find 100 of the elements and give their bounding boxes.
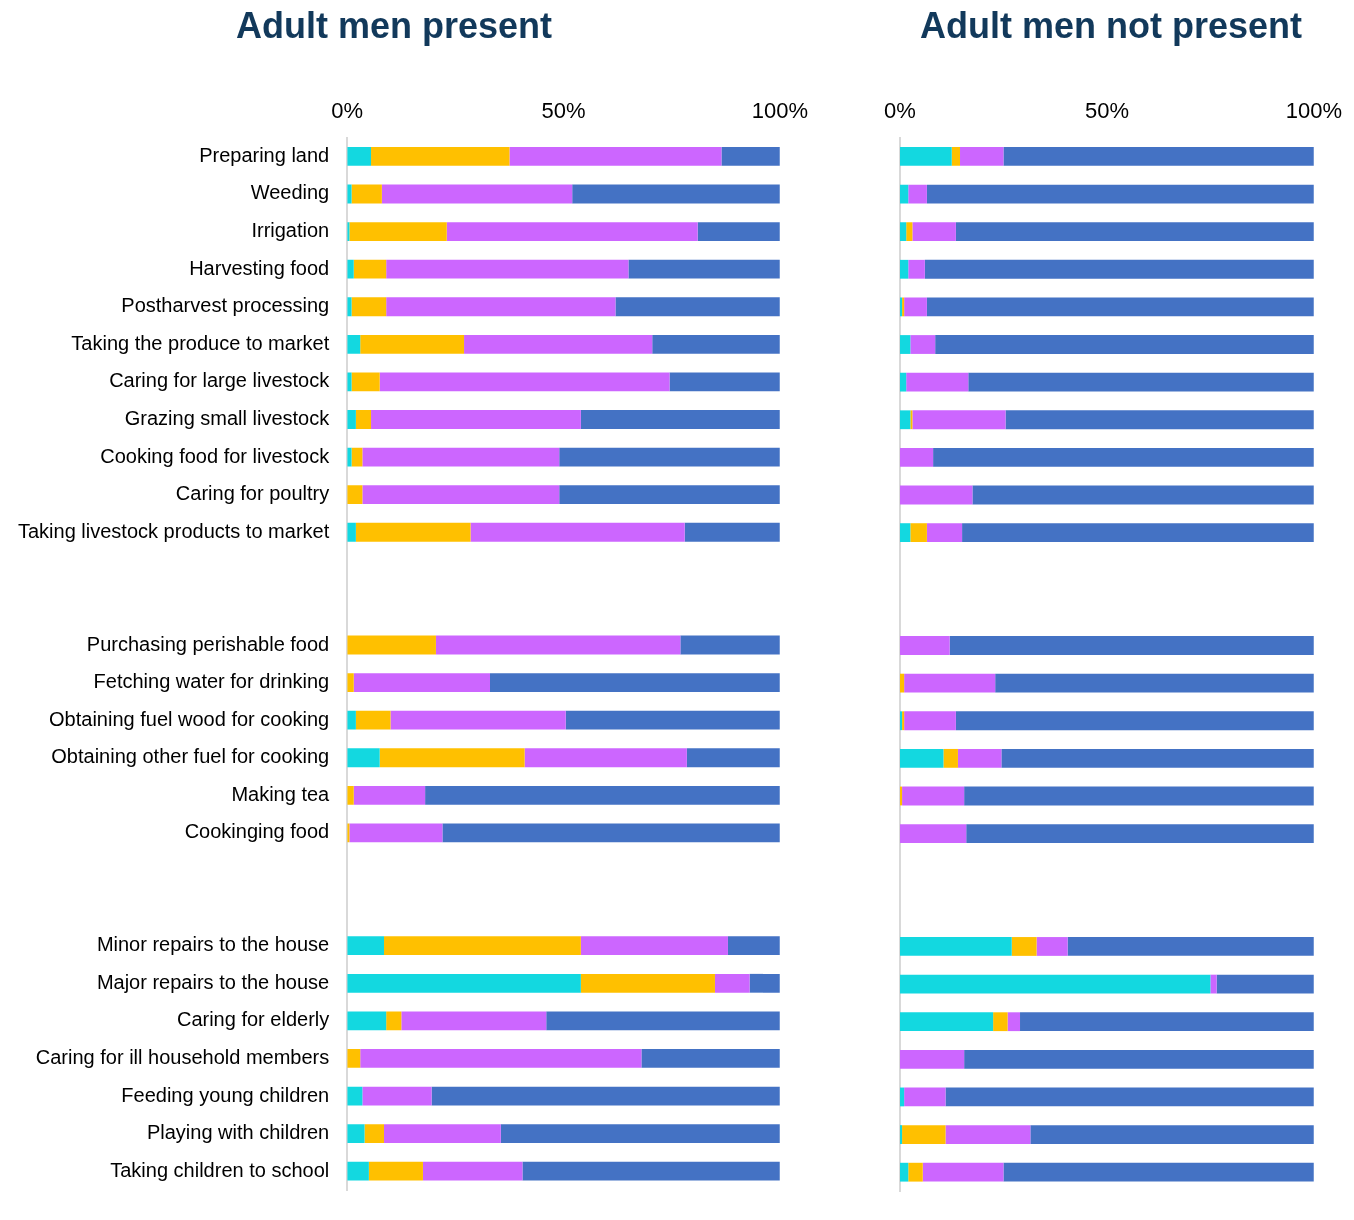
bar: [347, 673, 354, 692]
bar: [945, 1087, 1314, 1107]
bar: [900, 1125, 903, 1144]
x-tick-label: 50%: [541, 98, 586, 124]
bar: [1210, 974, 1217, 994]
bar: [353, 673, 491, 692]
bar: [347, 297, 352, 317]
bar: [351, 372, 380, 392]
bar: [362, 1086, 432, 1106]
y-tick-label: Taking the produce to market: [71, 331, 330, 354]
bar: [559, 485, 780, 505]
x-tick-label: 100%: [751, 98, 809, 124]
bar: [910, 523, 927, 543]
bar: [522, 1161, 780, 1181]
bar: [906, 372, 969, 392]
bar: [686, 748, 780, 768]
bar: [401, 1011, 547, 1031]
bar: [714, 973, 750, 993]
bar: [900, 523, 911, 543]
bar: [1005, 410, 1314, 430]
chart-title: Adult men not present: [919, 4, 1303, 46]
y-tick-label: Caring for ill household members: [35, 1045, 330, 1068]
bar: [368, 1161, 423, 1181]
y-tick-label: Fetching water for drinking: [93, 670, 330, 693]
bar: [904, 711, 956, 731]
bar: [993, 1012, 1008, 1032]
bar: [1030, 1125, 1314, 1144]
bar: [935, 335, 1314, 354]
y-tick-label: Making tea: [231, 782, 331, 805]
bar: [371, 410, 581, 429]
bar: [572, 184, 780, 204]
bar: [962, 523, 1314, 543]
bar: [524, 748, 687, 768]
bar: [900, 786, 903, 806]
bar: [351, 297, 387, 317]
bar: [926, 523, 963, 543]
y-tick-label: Obtaining fuel wood for cooking: [49, 707, 330, 730]
bar: [900, 636, 950, 655]
bar: [910, 335, 936, 354]
y-tick-label: Taking children to school: [110, 1158, 330, 1181]
bar: [933, 447, 1314, 467]
bar: [628, 259, 780, 279]
bar: [347, 522, 356, 542]
y-tick-label: Caring for poultry: [175, 482, 330, 505]
y-tick-label: Playing with children: [146, 1121, 330, 1144]
bar: [1007, 1012, 1021, 1032]
bar: [1011, 937, 1037, 956]
bar: [922, 1162, 1004, 1182]
y-tick-label: Minor repairs to the house: [96, 933, 330, 956]
bar: [964, 786, 1314, 806]
bar: [1067, 937, 1314, 956]
bar: [900, 485, 973, 505]
bar: [390, 710, 566, 730]
bar: [509, 147, 722, 166]
bar: [669, 372, 780, 392]
bar: [384, 936, 581, 956]
bar: [386, 297, 616, 317]
bar: [347, 785, 354, 805]
bar: [353, 259, 387, 279]
y-tick-label: Caring for large livestock: [109, 369, 331, 392]
bar: [900, 1087, 905, 1107]
bar: [349, 823, 443, 843]
bar: [900, 1162, 909, 1182]
bar: [559, 447, 780, 467]
bar: [580, 936, 728, 956]
bar: [347, 147, 372, 166]
bar: [900, 447, 934, 467]
bar: [425, 785, 780, 805]
bar: [431, 1086, 780, 1106]
bar: [351, 184, 382, 204]
bar: [900, 1012, 994, 1032]
bar: [362, 485, 560, 505]
chart-title: Adult men present: [235, 4, 553, 46]
y-tick-label: Cookinging food: [184, 820, 330, 843]
bar: [727, 936, 780, 956]
bar: [347, 635, 436, 655]
bar: [684, 522, 780, 542]
bar: [966, 824, 1314, 843]
bar: [347, 1124, 365, 1144]
y-tick-label: Purchasing perishable food: [86, 632, 330, 655]
bar: [615, 297, 780, 317]
bar: [908, 1162, 923, 1182]
bar: [347, 1049, 361, 1068]
bar: [565, 710, 780, 730]
bar: [908, 259, 925, 279]
bar: [490, 673, 780, 692]
bar: [964, 1049, 1314, 1069]
bar: [1020, 1012, 1314, 1032]
x-tick-label: 0%: [331, 98, 364, 124]
bar: [347, 748, 380, 768]
bar: [902, 1125, 946, 1144]
bar: [580, 410, 780, 429]
bar: [908, 184, 927, 204]
bar: [902, 786, 965, 806]
y-tick-label: Postharvest processing: [121, 294, 330, 317]
bar: [968, 372, 1314, 392]
bar: [360, 334, 465, 354]
bar: [904, 297, 927, 317]
bar: [912, 410, 1006, 430]
x-tick-label: 50%: [1084, 98, 1129, 124]
